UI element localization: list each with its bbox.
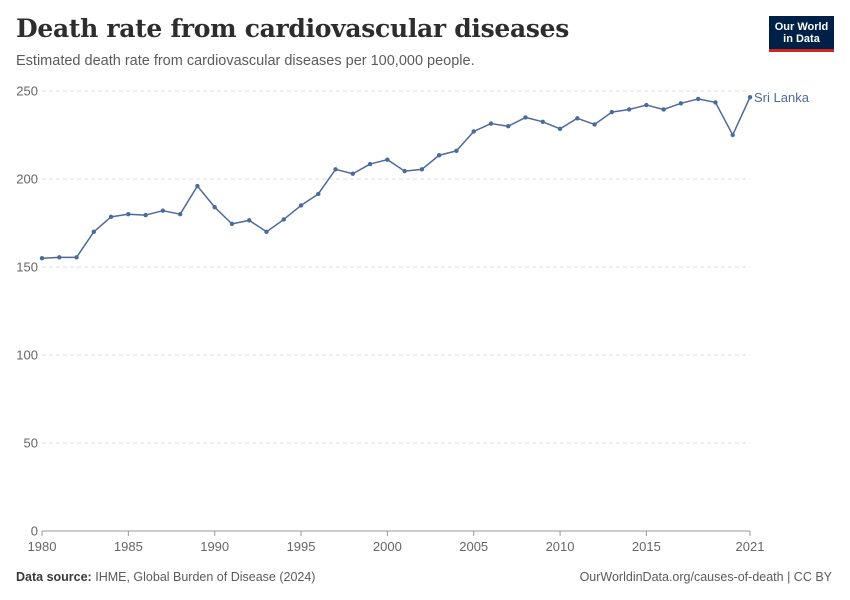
data-point: [678, 101, 684, 106]
data-point: [91, 229, 97, 234]
y-tick-label: 200: [16, 172, 38, 187]
data-point: [39, 256, 45, 261]
gridlines: [42, 90, 750, 444]
data-point: [126, 212, 131, 217]
data-point: [506, 124, 511, 129]
data-point: [160, 208, 166, 213]
logo-line-1: Our World: [774, 21, 829, 33]
data-point: [229, 221, 235, 227]
data-point: [575, 116, 580, 121]
data-point: [57, 255, 62, 260]
x-tick-label: 2005: [459, 539, 488, 554]
x-tick-label: 2021: [736, 539, 765, 554]
data-point: [333, 167, 338, 172]
data-point: [264, 229, 269, 234]
data-point: [661, 107, 666, 112]
x-tick-label: 1990: [200, 539, 229, 554]
series-layer: Sri Lanka: [39, 90, 810, 261]
data-point: [385, 157, 390, 162]
source-url-link[interactable]: OurWorldinData.org/causes-of-death | CC …: [579, 570, 832, 584]
data-point: [108, 214, 114, 220]
data-point: [592, 122, 597, 127]
data-point: [212, 204, 217, 210]
data-point: [713, 100, 718, 105]
data-point: [557, 126, 563, 132]
axes: 0 50 100 150 200 250 1980 1985 1990 1995 2000 2005 2…: [16, 84, 764, 555]
chart-title: Death rate from cardiovascular diseases: [16, 14, 570, 43]
data-point: [730, 132, 735, 138]
x-tick-label: 1985: [114, 539, 143, 554]
x-tick-label: 2015: [632, 539, 661, 554]
data-point: [74, 255, 79, 260]
data-point: [626, 107, 632, 112]
chart-subtitle: Estimated death rate from cardiovascular…: [16, 53, 475, 69]
data-point: [454, 148, 459, 154]
data-source: Data source: IHME, Global Burden of Dise…: [16, 570, 315, 584]
data-point: [523, 115, 528, 120]
data-point: [316, 191, 321, 197]
series-label-sri-lanka: Sri Lanka: [754, 90, 810, 105]
data-point: [402, 168, 407, 174]
data-point: [747, 94, 753, 100]
data-source-label: Data source:: [16, 570, 92, 584]
data-point: [367, 161, 373, 167]
x-tick-label: 2010: [546, 539, 575, 554]
y-tick-label: 50: [24, 436, 38, 451]
data-point: [350, 171, 356, 176]
y-tick-label: 250: [16, 84, 38, 99]
data-point: [609, 109, 615, 115]
y-tick-label: 0: [31, 524, 38, 539]
series-line-sri-lanka: [41, 96, 751, 259]
data-point: [419, 167, 425, 172]
x-tick-label: 2000: [373, 539, 402, 554]
data-point: [247, 218, 252, 223]
data-source-text: IHME, Global Burden of Disease (2024): [95, 570, 316, 584]
data-point: [644, 102, 649, 108]
data-point: [177, 212, 183, 217]
data-point: [195, 183, 200, 189]
y-tick-label: 100: [16, 348, 38, 363]
data-point: [695, 96, 701, 102]
data-point: [488, 121, 494, 126]
x-tick-label: 1995: [287, 539, 316, 554]
y-tick-label: 150: [16, 260, 38, 275]
logo-line-2: in Data: [783, 33, 820, 45]
data-point: [281, 217, 286, 222]
data-point: [471, 129, 476, 134]
owid-logo[interactable]: Our World in Data: [769, 16, 834, 52]
data-point: [436, 153, 442, 158]
x-tick-label: 1980: [28, 539, 57, 554]
data-point: [540, 119, 545, 125]
data-point: [143, 212, 148, 218]
data-point: [298, 203, 304, 208]
